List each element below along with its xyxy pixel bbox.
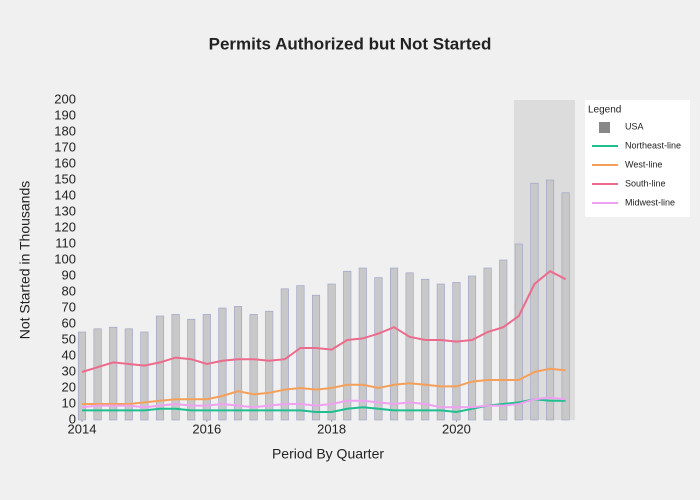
y-tick-label: 90 [62,267,76,282]
legend-box [585,100,690,217]
y-tick-label: 70 [62,299,76,314]
y-axis-title: Not Started in Thousands [17,181,33,340]
y-tick-label: 120 [54,219,76,234]
y-tick-label: 10 [62,395,76,410]
bar [327,283,336,421]
bar [530,182,539,421]
bar [280,288,289,421]
bar [514,243,523,421]
line [82,367,566,405]
bar [421,278,430,421]
legend-label: West-line [625,159,662,169]
bar [436,283,445,421]
bar [202,314,211,421]
legend-label: South-line [625,178,666,188]
bar [561,192,570,421]
legend-label: USA [625,121,644,131]
y-tick-label: 170 [54,139,76,154]
x-tick-label: 2014 [68,421,97,436]
x-tick-label: 2018 [317,421,346,436]
y-tick-label: 130 [54,203,76,218]
bar [249,314,258,421]
y-tick-label: 150 [54,171,76,186]
bar [499,259,508,421]
bar [265,310,274,421]
y-tick-label: 80 [62,283,76,298]
bar [109,326,118,421]
bar [124,328,133,421]
y-tick-label: 140 [54,187,76,202]
bar [140,331,149,421]
bar [187,318,196,421]
bar [545,179,555,421]
bar [171,314,180,421]
bar [77,331,87,421]
bar [296,285,305,421]
bar [343,270,352,421]
bar [452,282,461,421]
bar [467,275,477,421]
y-tick-label: 160 [54,155,76,170]
y-tick-label: 20 [62,379,76,394]
bar [405,272,414,421]
x-axis-title: Period By Quarter [272,446,384,462]
legend-label: Midwest-line [625,197,675,207]
y-tick-label: 40 [62,347,76,362]
bar [233,306,243,421]
y-tick-label: 100 [54,251,76,266]
bar [358,267,367,421]
line [81,396,566,409]
legend-swatch [599,122,610,133]
bar [93,328,102,421]
bar [155,315,165,421]
y-tick-label: 30 [62,363,76,378]
y-tick-label: 110 [55,235,76,250]
legend-label: Northeast-line [625,140,681,150]
x-tick-label: 2020 [442,421,471,436]
y-tick-label: 180 [54,123,76,138]
y-tick-label: 0 [69,411,76,426]
y-tick-label: 200 [54,91,76,106]
y-tick-label: 60 [62,315,76,330]
bar [483,267,492,421]
bar [374,277,383,421]
line [81,270,567,373]
x-tick-label: 2016 [192,421,221,436]
legend-title: Legend [588,105,621,116]
chart-title: Permits Authorized but Not Started [209,34,492,53]
y-tick-label: 190 [54,107,76,122]
bar [311,294,321,421]
y-tick-label: 50 [62,331,76,346]
bar [389,267,399,421]
bar [218,307,227,421]
